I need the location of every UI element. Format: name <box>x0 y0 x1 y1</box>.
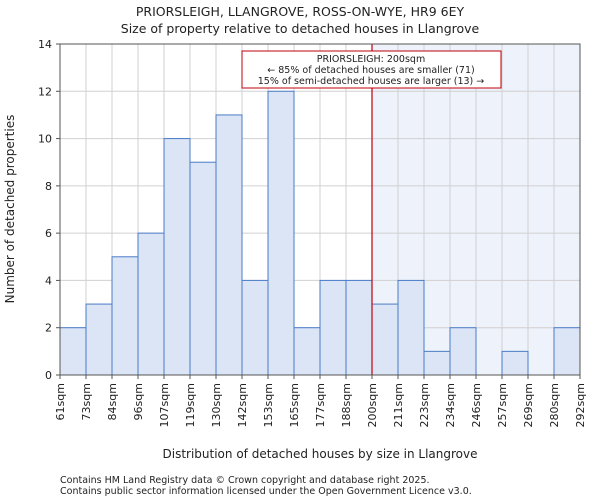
x-tick-label: 142sqm <box>236 383 249 427</box>
bar-153sqm <box>267 90 295 376</box>
bar-211sqm <box>397 279 425 376</box>
bar-142sqm <box>241 279 269 376</box>
x-tick-label: 246sqm <box>470 383 483 427</box>
x-tick-label: 119sqm <box>184 383 197 427</box>
bar-73sqm <box>85 303 113 376</box>
x-tick-label: 269sqm <box>522 383 535 427</box>
x-tick-label: 96sqm <box>132 383 145 420</box>
y-axis-ticks: 0 2 4 6 8 10 12 14 <box>38 38 60 382</box>
bar-257sqm <box>501 350 529 376</box>
bar-188sqm <box>345 279 373 376</box>
bar-107sqm <box>163 138 191 376</box>
x-tick-label: 200sqm <box>366 383 379 427</box>
bar-200sqm <box>371 303 399 376</box>
bar-223sqm <box>423 350 451 376</box>
x-tick-label: 165sqm <box>288 383 301 427</box>
bar-165sqm <box>293 327 321 376</box>
y-tick-label: 8 <box>45 180 52 193</box>
bar-280sqm <box>553 327 581 376</box>
bar-234sqm <box>449 327 477 376</box>
x-tick-label: 73sqm <box>80 383 93 420</box>
y-tick-label: 4 <box>45 274 52 287</box>
y-tick-label: 10 <box>38 133 52 146</box>
x-tick-label: 223sqm <box>418 383 431 427</box>
bar-84sqm <box>111 256 139 376</box>
x-tick-label: 84sqm <box>106 383 119 420</box>
x-tick-label: 61sqm <box>54 383 67 420</box>
x-tick-label: 211sqm <box>392 383 405 427</box>
x-tick-label: 280sqm <box>548 383 561 427</box>
x-tick-label: 292sqm <box>574 383 587 427</box>
x-tick-label: 257sqm <box>496 383 509 427</box>
y-tick-label: 0 <box>45 369 52 382</box>
y-tick-label: 14 <box>38 38 52 51</box>
bar-177sqm <box>319 279 347 376</box>
chart-title: PRIORSLEIGH, LLANGROVE, ROSS-ON-WYE, HR9… <box>136 4 465 19</box>
annotation-frame <box>241 50 502 89</box>
footer-line-1: Contains HM Land Registry data © Crown c… <box>60 475 430 486</box>
x-tick-label: 107sqm <box>158 383 171 427</box>
chart-subtitle: Size of property relative to detached ho… <box>121 21 480 36</box>
annotation-line-1: PRIORSLEIGH: 200sqm <box>317 54 425 65</box>
annotation-box: PRIORSLEIGH: 200sqm ← 85% of detached ho… <box>241 50 502 89</box>
bar-119sqm <box>189 161 217 376</box>
x-tick-label: 130sqm <box>210 383 223 427</box>
annotation-line-2: ← 85% of detached houses are smaller (71… <box>267 65 474 76</box>
x-tick-label: 234sqm <box>444 383 457 427</box>
y-axis-label: Number of detached properties <box>3 115 17 304</box>
bar-96sqm <box>137 232 165 376</box>
x-tick-label: 153sqm <box>262 383 275 427</box>
x-tick-label: 188sqm <box>340 383 353 427</box>
x-axis-label: Distribution of detached houses by size … <box>163 447 478 461</box>
x-axis-ticks: 61sqm 73sqm 84sqm 96sqm 107sqm 119sqm 130sqm 14… <box>54 375 587 427</box>
footer-line-2: Contains public sector information licen… <box>60 486 472 497</box>
y-tick-label: 12 <box>38 85 52 98</box>
bar-130sqm <box>215 114 243 376</box>
x-tick-label: 177sqm <box>314 383 327 427</box>
y-tick-label: 6 <box>45 227 52 240</box>
y-tick-label: 2 <box>45 322 52 335</box>
bar-61sqm <box>59 327 87 376</box>
bars <box>59 90 581 376</box>
annotation-line-3: 15% of semi-detached houses are larger (… <box>258 76 485 87</box>
